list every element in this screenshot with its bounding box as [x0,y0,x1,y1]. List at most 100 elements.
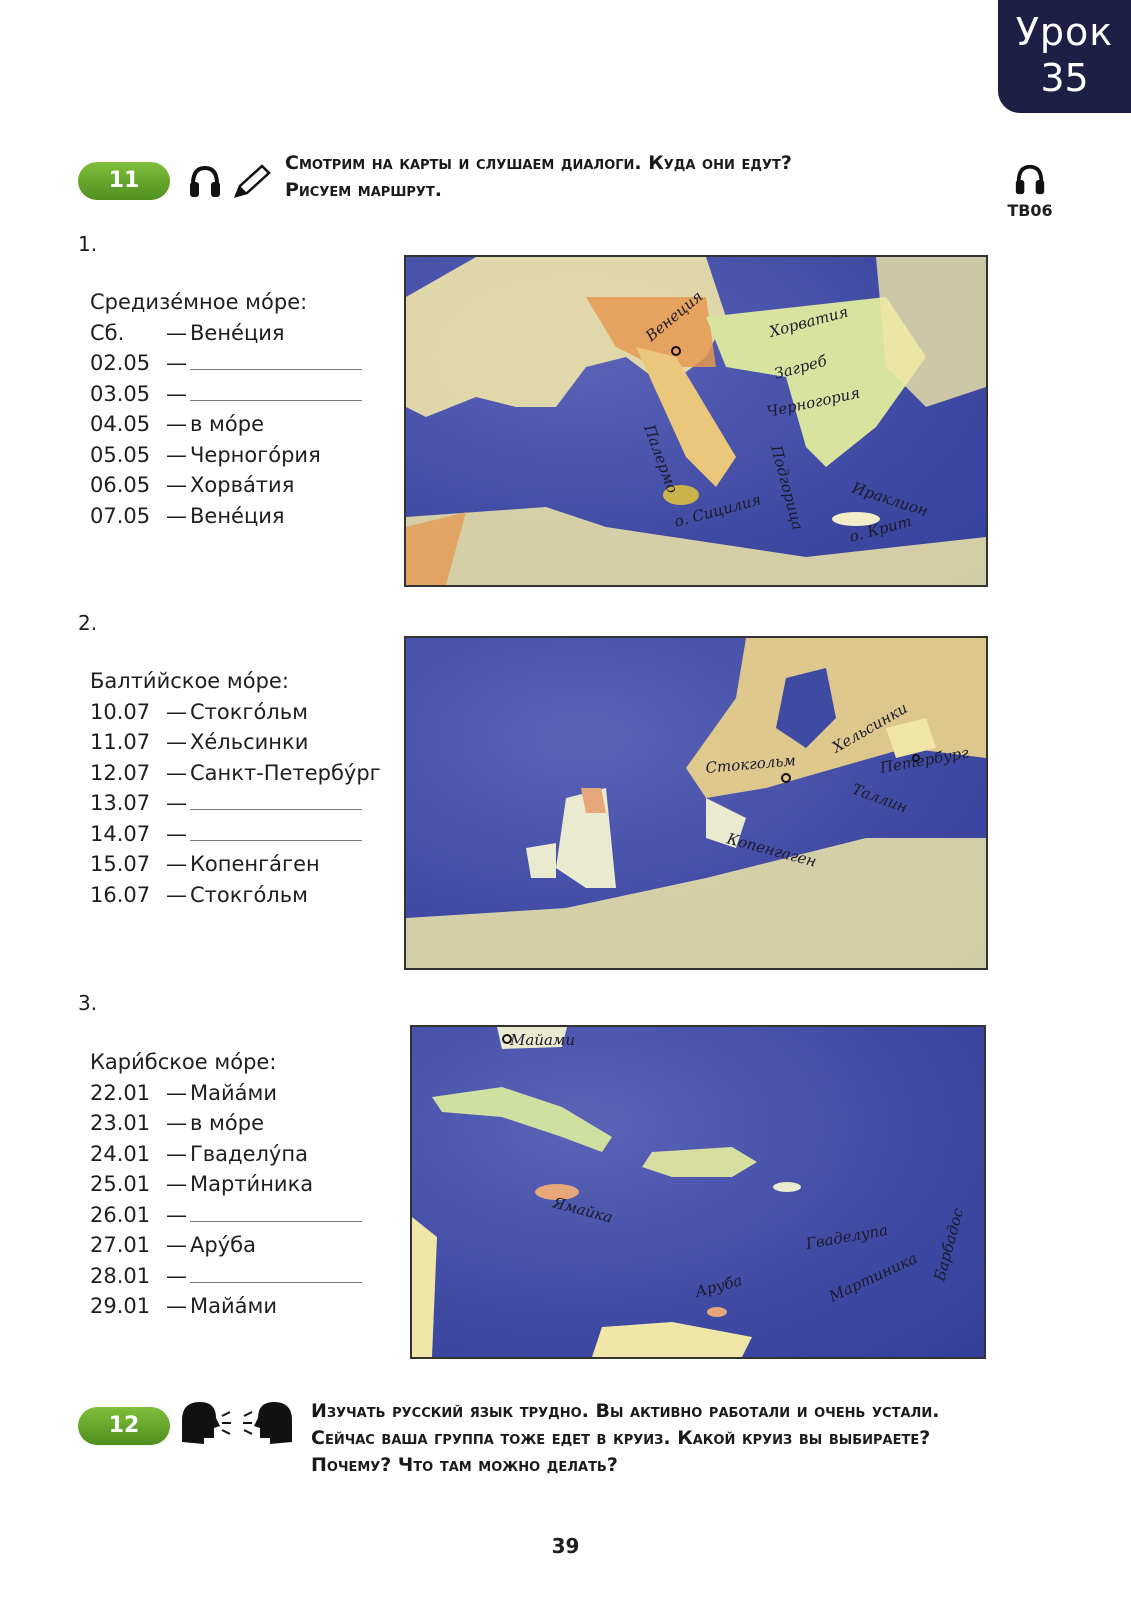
schedule-row: 27.01— Ару́ба [90,1230,362,1261]
track-headphones-icon [1015,164,1045,195]
schedule-row: 26.01— [90,1200,362,1231]
schedule-date: 22.01 [90,1080,151,1105]
schedule-date: 02.05 [90,351,151,375]
exercise-12-instruction: Изучать русский язык трудно. Вы активно … [311,1398,939,1479]
lesson-tab: Урок 35 [998,0,1131,113]
schedule-place: Вене́ция [190,503,285,528]
map-label: Подгорица [767,442,807,532]
pencil-icon [233,164,271,198]
schedule-row: 10.07— Стокго́льм [90,697,381,728]
route-3-number: 3. [78,991,98,1015]
exercise-12-line-1: Изучать русский язык трудно. Вы активно … [311,1400,940,1422]
route-2-schedule: Балти́йское мо́ре: 10.07— Стокго́льм 11.0… [90,666,381,910]
track-code: ТВ06 [1007,201,1053,220]
schedule-row: 11.07— Хе́льсинки [90,727,381,758]
answer-blank[interactable] [190,1200,362,1222]
schedule-row: 24.01— Гваделу́па [90,1139,362,1170]
schedule-place: Хорва́тия [190,473,295,497]
schedule-date: 07.05 [90,503,151,528]
schedule-row: 02.05— [90,348,362,379]
route-1-title: Средизе́мное мо́ре: [90,290,308,314]
schedule-date: 28.01 [90,1263,151,1288]
schedule-row: 14.07— [90,819,381,850]
schedule-row: 22.01— Майа́ми [90,1078,362,1109]
schedule-date: 12.07 [90,760,151,785]
map-label: Барбадос [930,1206,967,1284]
exercise-11-line-2: Рисуем маршрут. [285,179,443,201]
answer-blank[interactable] [190,788,362,810]
schedule-date: 29.01 [90,1294,151,1318]
schedule-row: 03.05— [90,379,362,410]
schedule-row: 06.05— Хорва́тия [90,470,362,501]
schedule-place: Хе́льсинки [190,730,309,754]
schedule-place: Майа́ми [190,1080,277,1105]
answer-blank[interactable] [190,379,362,401]
schedule-date: 27.01 [90,1233,151,1257]
map-label: Ямайка [550,1193,615,1226]
schedule-date: 23.01 [90,1111,151,1135]
route-2-title: Балти́йское мо́ре: [90,669,289,693]
map-caribbean[interactable]: Майами Ямайка Гваделупа Мартиника Барбад… [410,1025,986,1359]
schedule-place: в мо́ре [190,1111,264,1135]
map-label: Мартиника [825,1249,920,1306]
schedule-place: Копенга́ген [190,852,320,876]
schedule-row: 13.07— [90,788,381,819]
schedule-place: в мо́ре [190,412,264,436]
schedule-date: 15.07 [90,852,151,876]
map-mediterranean[interactable]: Венеция Хорватия Загреб Черногория Палер… [404,255,988,587]
schedule-date: 13.07 [90,791,151,815]
schedule-place: Санкт-Петербу́рг [190,760,381,785]
schedule-place: Марти́ника [190,1172,314,1196]
schedule-place: Гваделу́па [190,1141,308,1166]
schedule-row: 25.01— Марти́ника [90,1169,362,1200]
route-1-schedule: Средизе́мное мо́ре: Сб. — Вене́ция 02.05— … [90,287,362,531]
exercise-11-instruction: Смотрим на карты и слушаем диалоги. Куда… [285,150,792,204]
audio-track: ТВ06 [1000,163,1060,220]
schedule-date: 16.07 [90,882,151,907]
lesson-number: 35 [1040,56,1089,100]
schedule-row: 15.07— Копенга́ген [90,849,381,880]
schedule-date: Сб. [90,320,125,345]
schedule-date: 04.05 [90,412,151,436]
schedule-place: Вене́ция [190,320,285,345]
map-label: Аруба [692,1271,744,1301]
schedule-row: 23.01— в мо́ре [90,1108,362,1139]
schedule-date: 24.01 [90,1141,151,1166]
map-baltic[interactable]: Хельсинки Стокгольм Петербург Таллин Коп… [404,636,988,970]
map-label: Гваделупа [804,1221,890,1253]
exercise-12-line-2: Сейчас ваша группа тоже едет в круиз. Ка… [311,1427,931,1449]
schedule-date: 05.05 [90,442,151,467]
schedule-row: Сб. — Вене́ция [90,318,362,349]
schedule-date: 06.05 [90,473,151,497]
schedule-row: 28.01— [90,1261,362,1292]
schedule-place: Черного́рия [190,442,321,467]
schedule-place: Майа́ми [190,1294,277,1318]
route-2-number: 2. [78,611,98,635]
schedule-place: Стокго́льм [190,882,308,907]
route-3-schedule: Кари́бское мо́ре: 22.01— Майа́ми 23.01— в … [90,1047,362,1322]
speaking-heads-icon [182,1402,292,1444]
exercise-12-badge: 12 [78,1407,170,1445]
route-1-number: 1. [78,232,98,256]
exercise-12-line-3: Почему? Что там можно делать? [311,1454,618,1476]
schedule-date: 26.01 [90,1202,151,1227]
schedule-row: 29.01— Майа́ми [90,1291,362,1322]
schedule-row: 05.05— Черного́рия [90,440,362,471]
schedule-date: 10.07 [90,699,151,724]
map-label: Таллин [850,780,910,817]
route-3-title: Кари́бское мо́ре: [90,1050,277,1074]
answer-blank[interactable] [190,1261,362,1283]
answer-blank[interactable] [190,348,362,370]
page-number: 39 [551,1534,580,1558]
headphones-icon [190,165,220,197]
lesson-word: Урок [1015,10,1114,54]
schedule-place: Ару́ба [190,1233,256,1257]
schedule-date: 25.01 [90,1172,151,1196]
answer-blank[interactable] [190,819,362,841]
map-label: Майами [509,1031,575,1049]
schedule-date: 03.05 [90,381,151,406]
schedule-row: 16.07— Стокго́льм [90,880,381,911]
schedule-row: 12.07— Санкт-Петербу́рг [90,758,381,789]
schedule-place: Стокго́льм [190,699,308,724]
schedule-date: 14.07 [90,821,151,846]
